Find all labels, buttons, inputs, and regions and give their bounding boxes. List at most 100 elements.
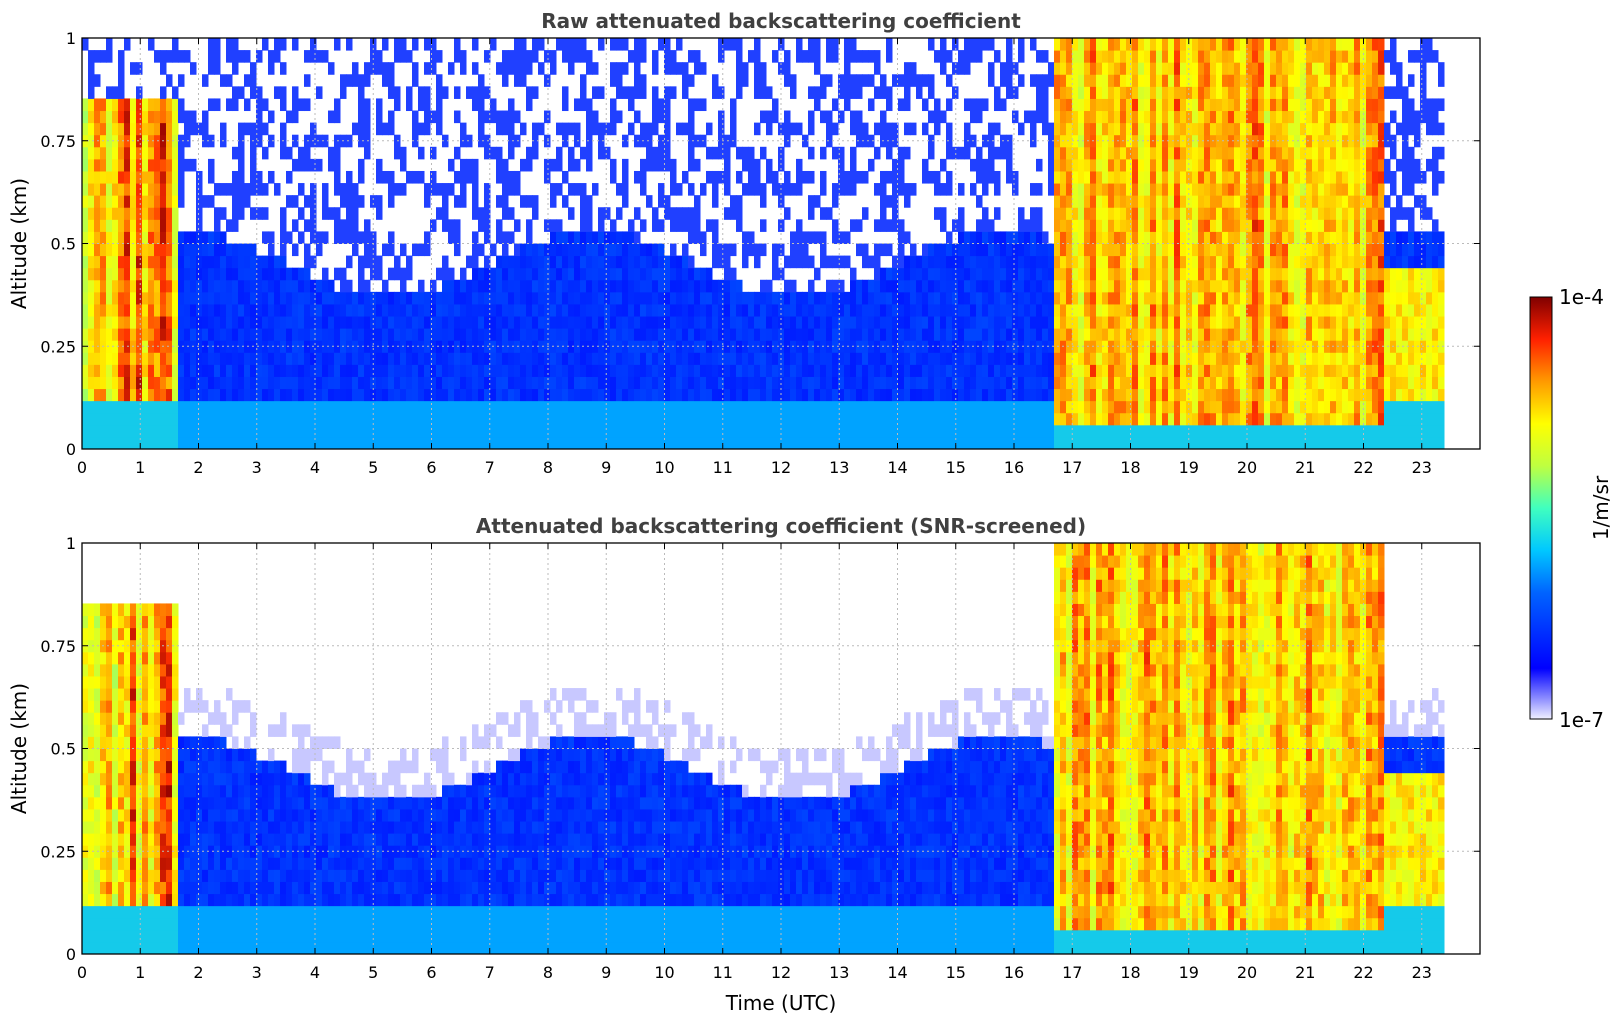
heatmap-cell xyxy=(982,231,989,244)
heatmap-cell xyxy=(214,231,221,244)
heatmap-cell xyxy=(586,424,593,438)
heatmap-cell xyxy=(502,255,509,269)
heatmap-cell xyxy=(1018,340,1025,353)
heatmap-cell xyxy=(856,412,863,426)
heatmap-cell xyxy=(562,122,569,136)
heatmap-cell xyxy=(136,316,143,329)
heatmap-cell xyxy=(514,303,521,317)
heatmap-cell xyxy=(106,376,113,390)
heatmap-cell xyxy=(1222,243,1229,257)
heatmap-cell xyxy=(412,74,419,87)
heatmap-cell xyxy=(1066,207,1073,220)
heatmap-cell xyxy=(1126,231,1133,244)
heatmap-cell xyxy=(1096,279,1103,293)
heatmap-cell xyxy=(484,400,491,414)
heatmap-cell xyxy=(730,122,737,136)
heatmap-cell xyxy=(100,303,107,317)
heatmap-cell xyxy=(1138,328,1145,341)
heatmap-cell xyxy=(304,279,311,293)
heatmap-cell xyxy=(586,267,593,281)
heatmap-cell xyxy=(244,400,251,414)
heatmap-cell xyxy=(1180,364,1187,377)
heatmap-cell xyxy=(316,50,323,63)
heatmap-cell xyxy=(364,376,371,390)
heatmap-cell xyxy=(394,316,401,329)
heatmap-cell xyxy=(514,255,521,269)
heatmap-cell xyxy=(82,243,89,257)
panel-1: 0 1 2 3 4 5 6 7 8 9 10 11 12 13 14 15 16 17 18 19 20 21 22 2300… xyxy=(7,9,1481,477)
heatmap-cell xyxy=(1018,303,1025,317)
heatmap-cell xyxy=(1000,243,1007,257)
heatmap-cell xyxy=(544,50,551,63)
heatmap-cell xyxy=(130,146,137,160)
heatmap-cell xyxy=(118,255,125,269)
heatmap-cell xyxy=(220,122,227,136)
heatmap-cell xyxy=(970,424,977,438)
heatmap-cell xyxy=(874,376,881,390)
heatmap-cell xyxy=(592,376,599,390)
heatmap-cell xyxy=(430,146,437,160)
heatmap-cell xyxy=(208,388,215,402)
heatmap-cell xyxy=(808,303,815,317)
heatmap-cell xyxy=(880,316,887,329)
heatmap-cell xyxy=(934,110,941,124)
heatmap-cell xyxy=(904,122,911,136)
heatmap-cell xyxy=(616,376,623,390)
heatmap-cell xyxy=(532,340,539,353)
heatmap-cell xyxy=(406,388,413,402)
heatmap-cell xyxy=(700,267,707,281)
heatmap-cell xyxy=(328,400,335,414)
heatmap-cell xyxy=(886,340,893,353)
heatmap-cell xyxy=(526,352,533,365)
heatmap-cell xyxy=(262,98,269,112)
heatmap-cell xyxy=(634,38,641,51)
heatmap-cell xyxy=(1060,122,1067,136)
heatmap-cell xyxy=(112,424,119,438)
heatmap-cell xyxy=(526,50,533,63)
heatmap-cell xyxy=(850,50,857,63)
heatmap-cell xyxy=(1210,376,1217,390)
heatmap-cell xyxy=(808,86,815,99)
heatmap-cell xyxy=(220,255,227,269)
heatmap-cell xyxy=(616,183,623,196)
heatmap-cell xyxy=(988,400,995,414)
heatmap-cell xyxy=(304,303,311,317)
heatmap-cell xyxy=(910,388,917,402)
heatmap-cell xyxy=(1024,388,1031,402)
heatmap-cell xyxy=(766,122,773,136)
heatmap-cell xyxy=(976,424,983,438)
heatmap-cell xyxy=(1096,158,1103,172)
heatmap-cell xyxy=(856,424,863,438)
heatmap-cell xyxy=(1126,195,1133,208)
heatmap-cell xyxy=(466,352,473,365)
heatmap-cell xyxy=(178,183,185,196)
heatmap-cell xyxy=(100,364,107,377)
heatmap-cell xyxy=(850,400,857,414)
heatmap-cell xyxy=(940,364,947,377)
heatmap-cell xyxy=(1036,110,1043,124)
heatmap-cell xyxy=(88,62,95,75)
heatmap-cell xyxy=(1036,400,1043,414)
heatmap-cell xyxy=(574,122,581,136)
heatmap-cell xyxy=(490,303,497,317)
heatmap-cell xyxy=(142,364,149,377)
heatmap-cell xyxy=(442,364,449,377)
heatmap-cell xyxy=(538,364,545,377)
heatmap-cell xyxy=(730,38,737,51)
heatmap-cell xyxy=(526,376,533,390)
heatmap-cell xyxy=(370,436,377,449)
heatmap-cell xyxy=(130,412,137,426)
heatmap-cell xyxy=(400,400,407,414)
heatmap-cell xyxy=(946,436,953,449)
heatmap-cell xyxy=(442,424,449,438)
heatmap-cell xyxy=(238,86,245,99)
heatmap-cell xyxy=(904,376,911,390)
heatmap-cell xyxy=(1108,316,1115,329)
heatmap-cell xyxy=(1156,364,1163,377)
heatmap-cell xyxy=(166,376,173,390)
heatmap-cell xyxy=(730,364,737,377)
heatmap-cell xyxy=(1120,195,1127,208)
heatmap-cell xyxy=(130,255,137,269)
heatmap-cell xyxy=(118,412,125,426)
heatmap-cell xyxy=(142,219,149,232)
